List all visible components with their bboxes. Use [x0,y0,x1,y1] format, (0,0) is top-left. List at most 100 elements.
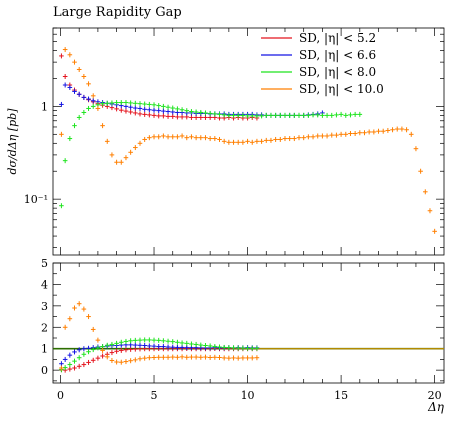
series-2-ratio-point [76,355,82,361]
series-0-ratio-point [86,359,91,365]
series-2-ratio-point [175,339,180,345]
series-2-ratio-point [184,340,190,346]
ratio-y-tick-label: 4 [41,278,48,291]
series-2-point [231,112,236,118]
series-3-ratio-point [100,347,105,353]
series-2-point [86,105,91,111]
series-3-ratio-point [72,305,77,311]
series-3-ratio-point [198,354,204,360]
series-2-point [310,112,316,118]
series-2-point [240,112,246,118]
series-3-ratio-point [62,324,68,330]
series-3-point [348,131,353,137]
series-2-point [189,109,194,115]
series-2-point [156,103,162,109]
series-0-point [189,114,194,120]
series-3-point [301,135,306,141]
series-1-point [156,108,162,114]
series-3-point [109,152,115,158]
series-2-point [338,111,344,117]
series-2-ratio-point [104,342,110,348]
series-0-point [179,114,185,120]
series-0-ratio-point [109,350,115,356]
series-1-point [161,108,166,114]
series-3-point [226,139,232,145]
series-2-point [72,123,77,129]
series-2-point [343,112,349,118]
series-2-ratio-point [198,342,204,348]
series-1-ratio-point [179,344,185,350]
series-2-point [109,100,115,106]
series-3-ratio-point [76,301,82,307]
series-3-ratio-point [170,354,176,360]
series-3-point [404,127,409,133]
series-2-ratio-point [231,345,236,351]
series-2-point [175,106,180,112]
series-0-point [137,111,143,117]
series-3-point [315,133,321,139]
x-tick-label: 10 [241,389,255,402]
series-2-point [296,112,302,118]
series-2-point [207,110,213,116]
series-3-point [81,74,87,80]
series-3-point [118,159,124,165]
series-2-ratio-point [109,341,115,347]
x-axis-label: Δη [427,400,445,414]
series-3-point [413,146,419,152]
series-2-ratio-point [118,339,124,345]
series-3-point [422,189,428,195]
series-3-point [156,134,162,140]
series-3-point [151,134,157,140]
series-3-point [390,127,395,133]
ratio-y-tick-label: 2 [41,321,48,334]
series-3-point [296,135,302,141]
series-2-ratio-point [203,343,208,348]
series-2-point [90,103,96,109]
series-2-point [245,113,250,119]
series-2-point [67,136,73,142]
series-3-point [100,123,105,129]
series-1-point [62,82,68,88]
series-3-point [72,59,77,65]
series-2-point [348,112,353,118]
series-3-ratio-point [212,354,218,360]
legend-entry: SD, |η| < 10.0 [299,82,384,96]
series-3-point [366,129,372,135]
series-3-point [278,136,283,142]
series-3-point [217,136,222,142]
series-2-point [179,107,185,113]
series-3-ratio-point [240,355,246,361]
series-3-point [292,136,297,142]
series-2-ratio-point [95,345,101,351]
series-3-point [123,155,129,161]
series-0-point [142,111,147,117]
series-0-point [165,113,171,119]
series-2-ratio-point [123,338,129,344]
series-0-ratio-point [114,348,119,354]
series-3-ratio-point [133,357,138,363]
series-0-point [161,113,166,119]
series-3-point [371,129,377,135]
series-2-point [306,112,311,118]
series-1-ratio-point [170,344,176,350]
series-1-point [59,101,64,107]
series-3-ratio-point [67,316,73,322]
series-1-ratio-point [165,344,171,350]
series-3-ratio-point [235,355,241,361]
series-2-point [161,103,166,109]
series-1-ratio-point [133,342,138,348]
series-1-ratio-point [142,343,147,348]
series-0-ratio-point [90,357,96,363]
series-3-point [282,136,288,142]
series-3-point [133,145,138,151]
series-1-point [142,106,147,112]
series-2-ratio-point [193,341,199,347]
series-1-ratio-point [76,347,82,353]
series-1-point [151,107,157,113]
series-3-point [161,133,166,139]
series-3-point [418,168,423,174]
series-3-point [273,136,278,142]
series-3-point [432,228,437,234]
series-3-ratio-point [226,355,232,361]
series-3-point [287,136,292,142]
